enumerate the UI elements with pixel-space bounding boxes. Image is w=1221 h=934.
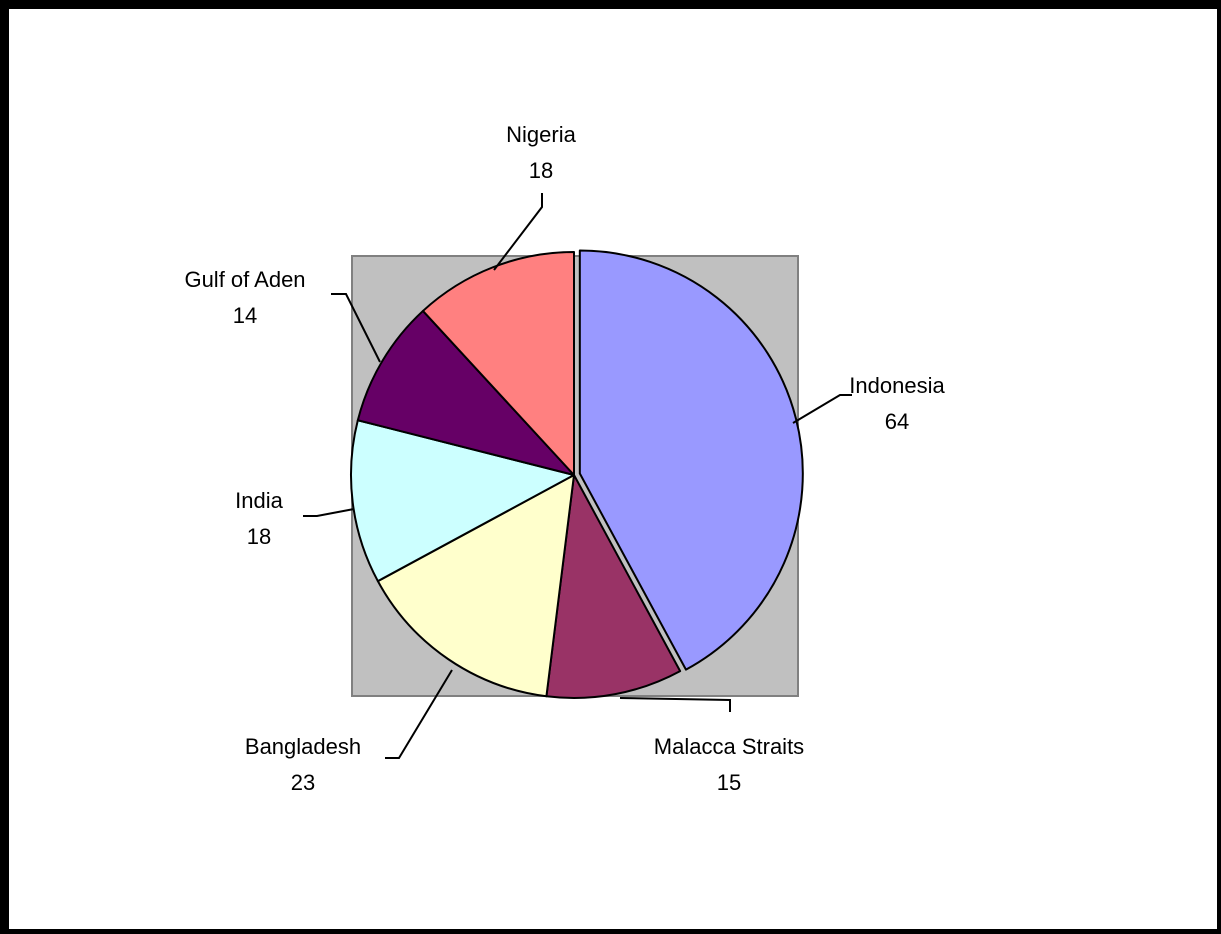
slice-label-indonesia: Indonesia — [849, 373, 945, 398]
leader-line-india — [303, 508, 355, 517]
leader-line-gulf-of-aden — [331, 293, 381, 363]
slice-labels: Indonesia 64 Malacca Straits 15 Bangladesh 23… — [184, 122, 945, 795]
pie-slices — [350, 249, 804, 699]
pie-slice-indonesia — [578, 249, 804, 671]
pie-slice-nigeria — [421, 251, 575, 476]
pie-slice-gulf-of-aden — [356, 309, 575, 476]
leader-lines — [303, 193, 852, 759]
leader-line-nigeria — [493, 193, 543, 271]
leader-line-indonesia — [792, 394, 852, 424]
slice-label-india: India — [235, 488, 283, 513]
slice-label-nigeria: Nigeria — [506, 122, 576, 147]
slice-value-indonesia: 64 — [885, 409, 909, 434]
slice-value-bangladesh: 23 — [291, 770, 315, 795]
slice-value-malacca-straits: 15 — [717, 770, 741, 795]
pie-slice-malacca-straits — [545, 474, 682, 699]
slice-value-gulf-of-aden: 14 — [233, 303, 257, 328]
pie-slice-bangladesh — [376, 474, 575, 698]
leader-line-bangladesh — [385, 669, 453, 759]
slice-value-nigeria: 18 — [529, 158, 553, 183]
slice-label-gulf-of-aden: Gulf of Aden — [184, 267, 305, 292]
slice-label-bangladesh: Bangladesh — [245, 734, 361, 759]
slice-label-malacca-straits: Malacca Straits — [654, 734, 804, 759]
slice-value-india: 18 — [247, 524, 271, 549]
leader-line-malacca-straits — [619, 697, 731, 712]
pie-slice-india — [350, 419, 575, 583]
